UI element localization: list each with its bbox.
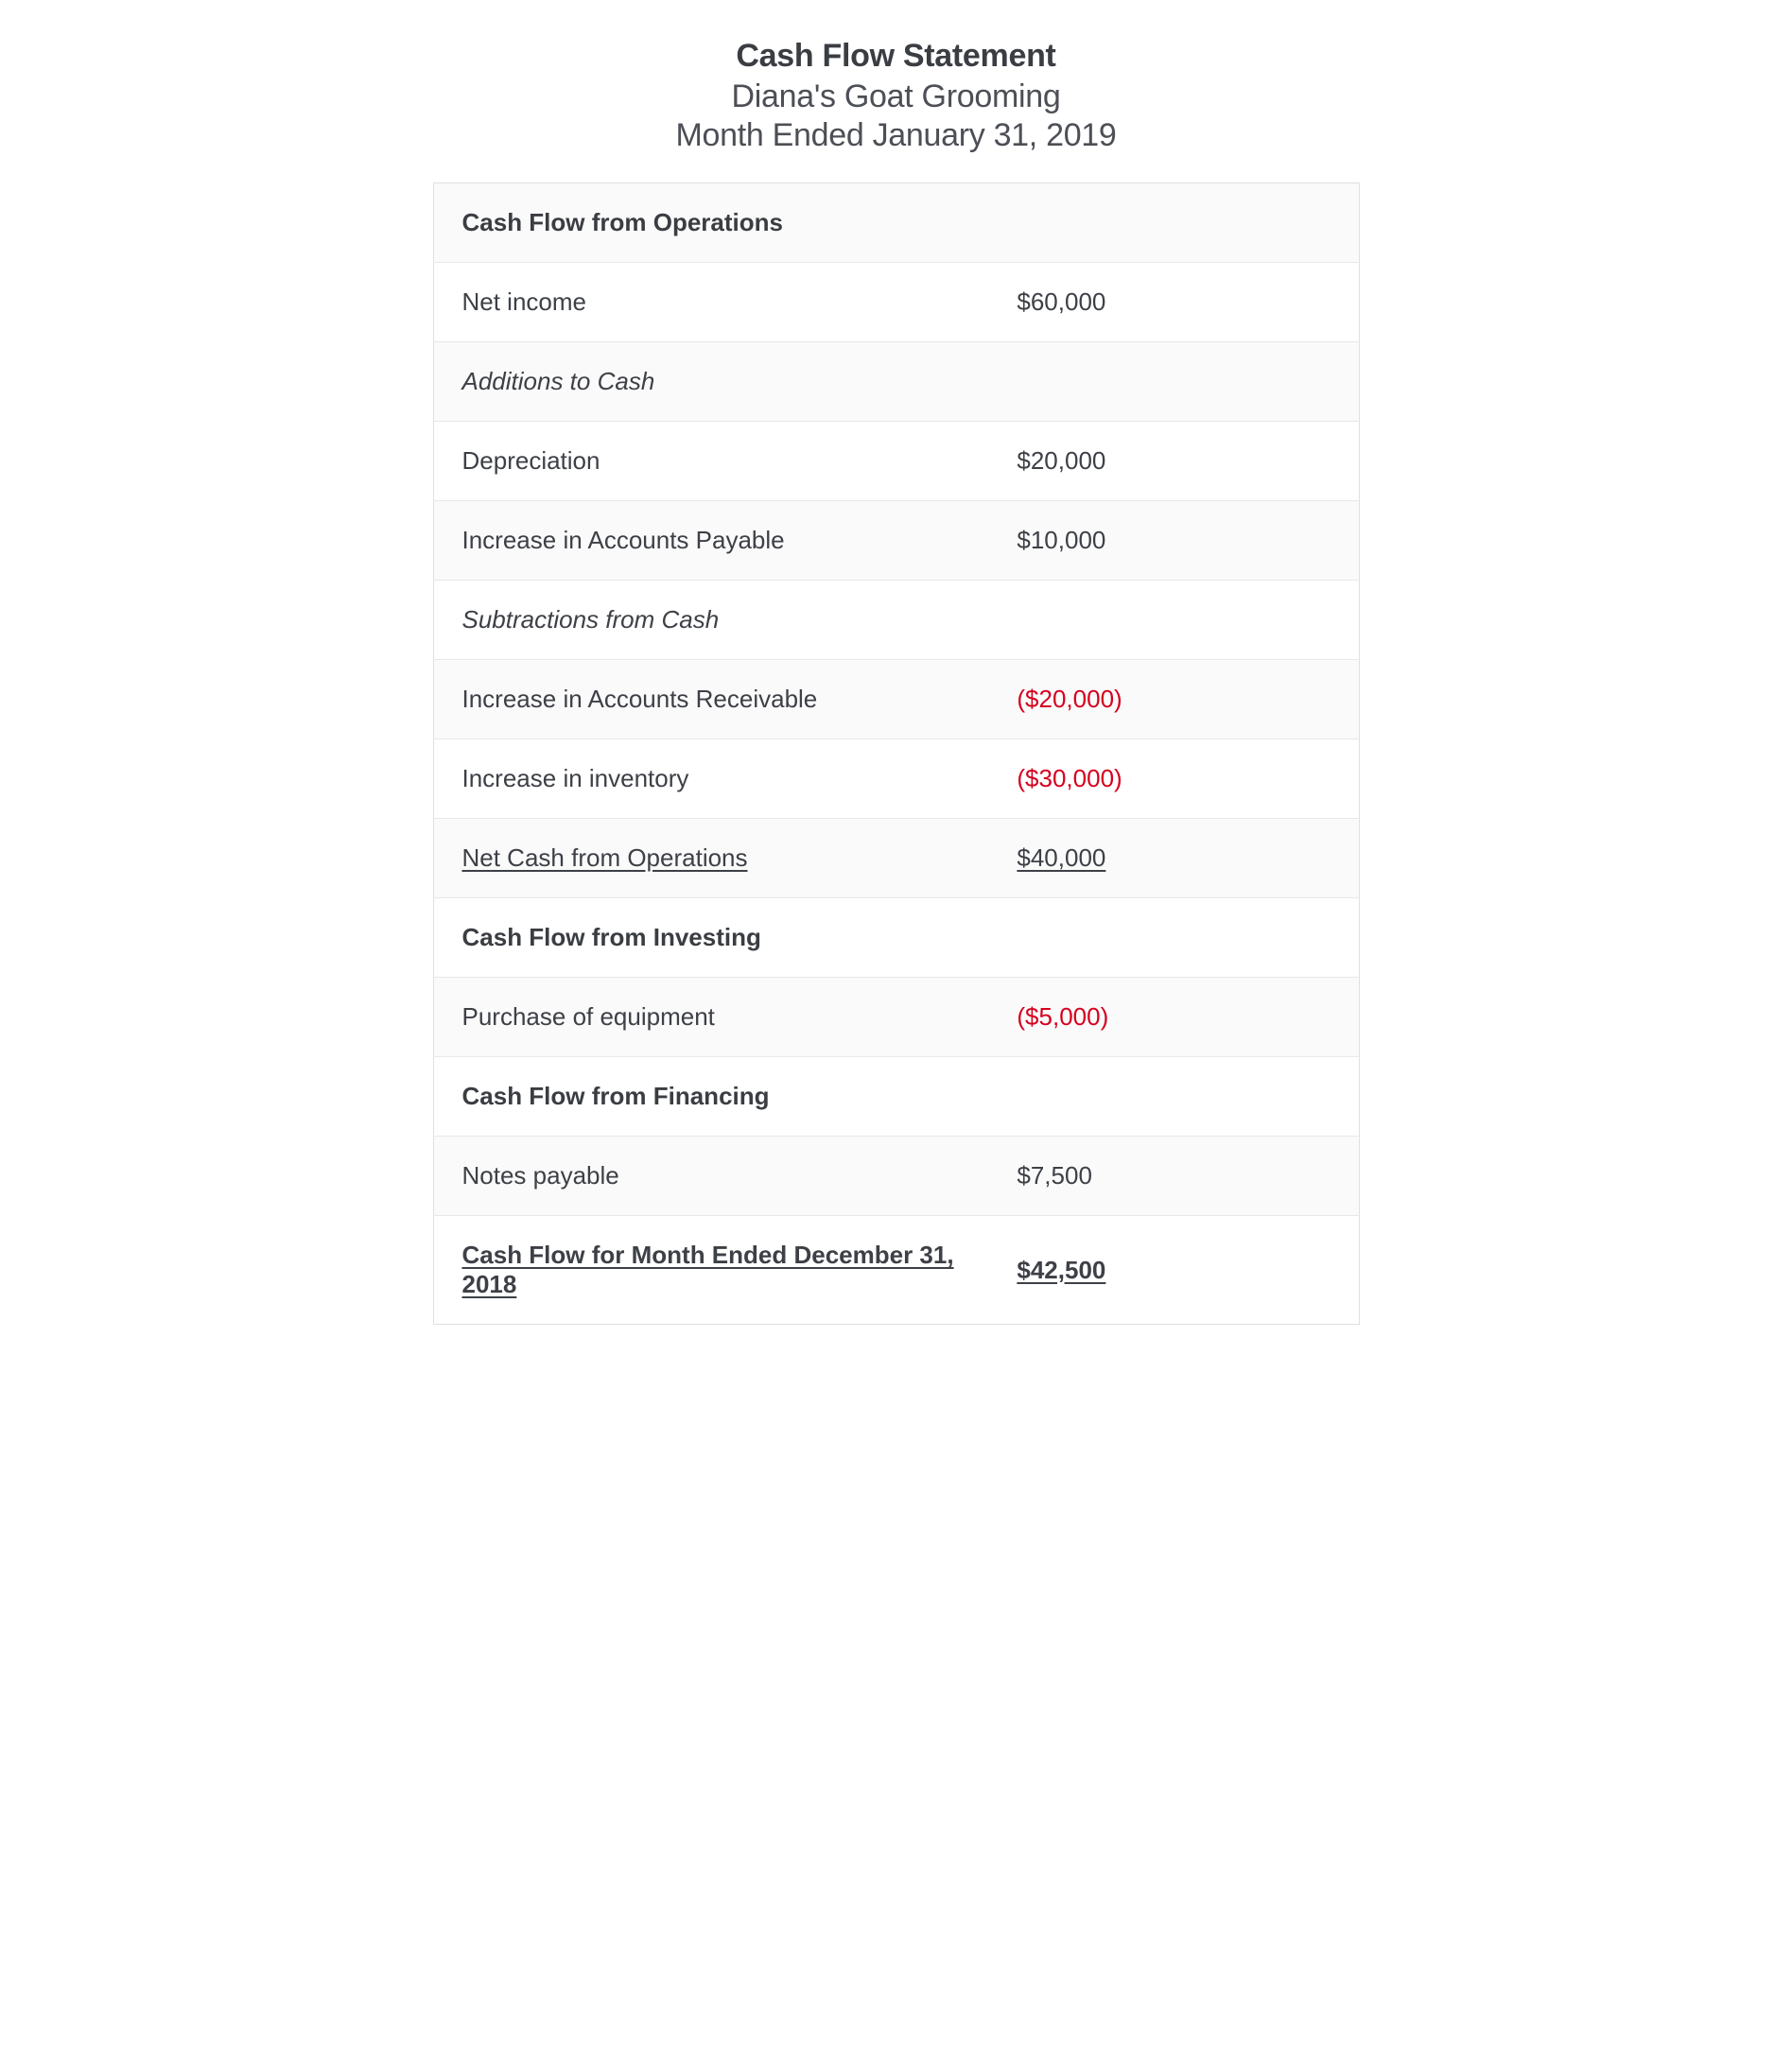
row-value: ($20,000)	[988, 660, 1359, 739]
row-label: Increase in inventory	[433, 739, 988, 819]
table-row: Depreciation$20,000	[433, 422, 1359, 501]
row-value	[988, 342, 1359, 422]
table-row: Net income$60,000	[433, 263, 1359, 342]
table-row: Purchase of equipment($5,000)	[433, 978, 1359, 1057]
row-label: Net income	[433, 263, 988, 342]
row-value: $40,000	[988, 819, 1359, 898]
table-row: Net Cash from Operations$40,000	[433, 819, 1359, 898]
row-value: ($5,000)	[988, 978, 1359, 1057]
statement-header: Cash Flow Statement Diana's Goat Groomin…	[433, 38, 1360, 154]
statement-title: Cash Flow Statement	[433, 38, 1360, 75]
row-label: Cash Flow for Month Ended December 31, 2…	[433, 1216, 988, 1325]
row-label: Subtractions from Cash	[433, 581, 988, 660]
row-value	[988, 183, 1359, 263]
table-row: Increase in Accounts Receivable($20,000)	[433, 660, 1359, 739]
table-row: Increase in Accounts Payable$10,000	[433, 501, 1359, 581]
table-row: Additions to Cash	[433, 342, 1359, 422]
row-label: Purchase of equipment	[433, 978, 988, 1057]
row-value	[988, 581, 1359, 660]
table-row: Increase in inventory($30,000)	[433, 739, 1359, 819]
row-label: Additions to Cash	[433, 342, 988, 422]
table-row: Cash Flow from Operations	[433, 183, 1359, 263]
row-label: Cash Flow from Financing	[433, 1057, 988, 1137]
table-row: Cash Flow from Investing	[433, 898, 1359, 978]
row-value: $7,500	[988, 1137, 1359, 1216]
statement-container: Cash Flow Statement Diana's Goat Groomin…	[433, 38, 1360, 1325]
company-name: Diana's Goat Grooming	[433, 78, 1360, 115]
row-label: Increase in Accounts Payable	[433, 501, 988, 581]
row-label: Increase in Accounts Receivable	[433, 660, 988, 739]
table-row: Cash Flow from Financing	[433, 1057, 1359, 1137]
row-label: Net Cash from Operations	[433, 819, 988, 898]
row-value	[988, 898, 1359, 978]
row-value: $20,000	[988, 422, 1359, 501]
row-value: $42,500	[988, 1216, 1359, 1325]
table-row: Notes payable$7,500	[433, 1137, 1359, 1216]
cash-flow-table: Cash Flow from OperationsNet income$60,0…	[433, 182, 1360, 1325]
row-value: $60,000	[988, 263, 1359, 342]
row-label: Cash Flow from Operations	[433, 183, 988, 263]
cash-flow-table-body: Cash Flow from OperationsNet income$60,0…	[433, 183, 1359, 1325]
table-row: Cash Flow for Month Ended December 31, 2…	[433, 1216, 1359, 1325]
row-label: Cash Flow from Investing	[433, 898, 988, 978]
row-value: ($30,000)	[988, 739, 1359, 819]
row-value	[988, 1057, 1359, 1137]
table-row: Subtractions from Cash	[433, 581, 1359, 660]
row-label: Depreciation	[433, 422, 988, 501]
row-label: Notes payable	[433, 1137, 988, 1216]
statement-period: Month Ended January 31, 2019	[433, 117, 1360, 154]
row-value: $10,000	[988, 501, 1359, 581]
